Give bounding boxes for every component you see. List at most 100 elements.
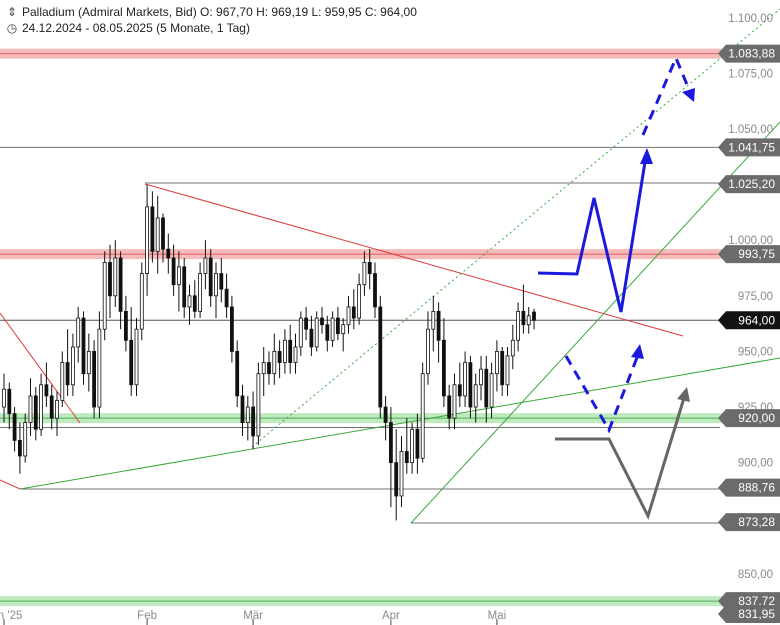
candle-body	[166, 248, 171, 259]
candle-body	[129, 339, 134, 386]
price-level-tag	[718, 604, 780, 623]
candle-body	[150, 206, 155, 252]
candle-body	[473, 384, 478, 408]
candle-body	[176, 266, 181, 286]
candle-body	[325, 324, 330, 341]
candle-body	[293, 346, 298, 363]
candle-body	[161, 217, 165, 250]
price-level-tag	[718, 175, 780, 194]
green-dotted-trend-line	[251, 8, 780, 448]
candle-body	[245, 406, 250, 423]
candle-body	[81, 317, 86, 375]
candle-body	[229, 306, 234, 352]
price-tag-label: 831,95	[738, 607, 775, 621]
candle-body	[526, 315, 531, 326]
candle-body	[500, 351, 505, 386]
candle-body	[351, 306, 356, 319]
candle-body	[134, 328, 139, 386]
candle-body	[224, 288, 229, 308]
candle-body	[494, 351, 499, 375]
scenario-arrows	[537, 54, 695, 521]
candle-body	[373, 273, 377, 308]
candle-body	[139, 273, 144, 330]
candle-body	[457, 384, 462, 397]
grey-scenario-path	[555, 397, 686, 521]
candle-body	[155, 217, 160, 252]
price-level-tag	[718, 478, 780, 497]
candle-body	[39, 384, 43, 430]
price-tag-label: 1.041,75	[728, 140, 775, 154]
candle-body	[118, 257, 123, 312]
date-range-text: 24.12.2024 - 08.05.2025 (5 Monate, 1 Tag…	[22, 21, 250, 35]
candle-body	[113, 257, 118, 297]
price-tag-label: 837,72	[738, 594, 775, 608]
candle-body	[298, 317, 303, 348]
candle-body	[314, 317, 319, 348]
price-level-tag	[718, 245, 780, 264]
candle-body	[256, 373, 261, 437]
green-steep-trend-line	[410, 121, 780, 524]
candle-body	[516, 310, 520, 341]
candle-body	[267, 362, 271, 375]
candle-body	[484, 368, 489, 408]
blue-dashed-lower-path	[564, 354, 640, 434]
candle-body	[505, 355, 510, 386]
price-level-tag	[718, 409, 780, 428]
candle-body	[463, 362, 468, 397]
price-tag-label: 993,75	[738, 247, 775, 261]
candle-body	[102, 262, 107, 330]
y-tick-label: 975,00	[738, 291, 773, 303]
price-tag-label: 1.025,20	[728, 177, 775, 191]
y-tick-label: 850,00	[738, 569, 773, 581]
y-tick-label: 1.050,00	[728, 124, 773, 136]
candle-body	[415, 428, 420, 459]
red-downtrend-line	[144, 183, 684, 337]
candle-body	[12, 413, 17, 441]
instrument-ohlc-text: Palladium (Admiral Markets, Bid) O: 967,…	[22, 5, 417, 19]
candle-body	[192, 295, 197, 312]
candle-body	[240, 395, 245, 423]
header-line-1: ⇕ Palladium (Admiral Markets, Bid) O: 967…	[6, 5, 417, 19]
candle-body	[357, 284, 362, 319]
candle-body	[219, 273, 224, 290]
candle-body	[479, 368, 483, 386]
x-tick-label: Mär	[243, 610, 263, 622]
candle-body	[436, 310, 441, 341]
blue-dashed-lower-arrowhead	[631, 344, 644, 359]
candle-body	[399, 451, 404, 497]
candle-body	[17, 439, 22, 457]
candle-body	[108, 262, 112, 297]
candle-body	[71, 346, 75, 386]
red-short-trend-line	[0, 312, 81, 424]
red-base-line	[0, 479, 21, 490]
y-tick-label: 950,00	[738, 346, 773, 358]
blue-dashed-upper-path	[641, 54, 692, 136]
chevron-up-down-icon: ⇕	[6, 5, 18, 19]
candle-body	[431, 310, 436, 330]
candle-body	[441, 339, 446, 397]
candle-body	[28, 395, 33, 423]
candle-body	[378, 306, 383, 408]
candle-body	[208, 257, 213, 297]
y-tick-label: 1.000,00	[728, 235, 773, 247]
candle-body	[198, 273, 203, 312]
candle-body	[404, 451, 409, 464]
clock-icon: ◷	[6, 21, 18, 35]
price-tag-label: 873,28	[738, 515, 775, 529]
candle-body	[335, 317, 340, 335]
candle-body	[388, 422, 393, 464]
candle-body	[420, 373, 425, 459]
current-price-tag	[718, 311, 780, 330]
candle-body	[86, 351, 91, 375]
candle-body	[65, 362, 70, 386]
candle-body	[346, 306, 351, 326]
price-level-tag	[718, 513, 780, 532]
trendlines	[0, 8, 780, 524]
x-tick-label: Mai	[488, 610, 507, 622]
candle-body	[92, 351, 96, 408]
candle-body	[367, 262, 372, 274]
candle-body	[76, 317, 81, 348]
price-level-lines	[0, 53, 720, 602]
price-level-tags: 1.083,88 1.041,75 1.025,20 993,75 964,00 920,…	[718, 44, 780, 623]
